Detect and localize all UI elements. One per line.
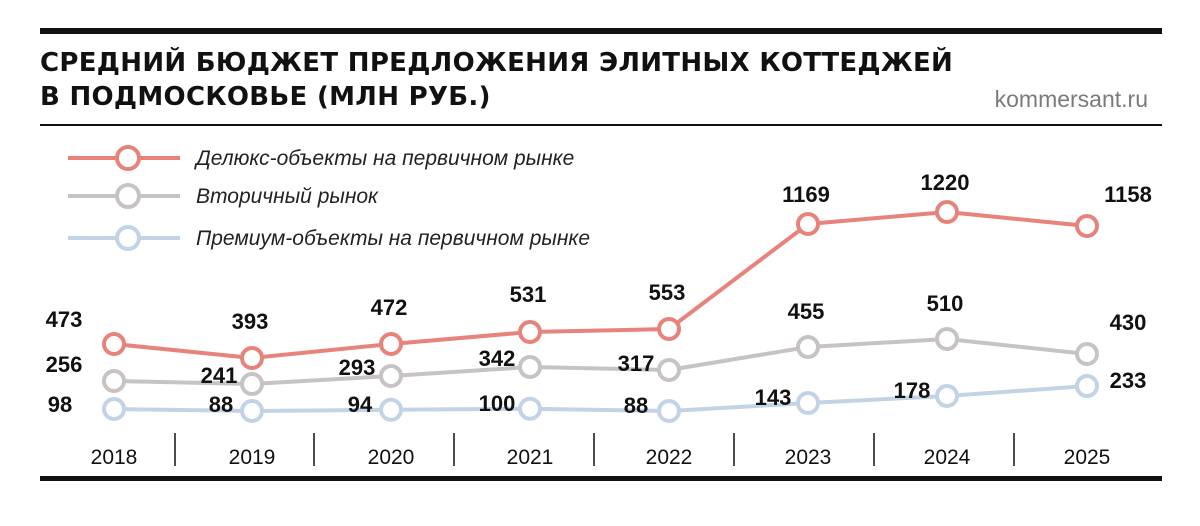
data-point: [935, 200, 959, 224]
title-line-1: СРЕДНИЙ БЮДЖЕТ ПРЕДЛОЖЕНИЯ ЭЛИТНЫХ КОТТЕ…: [40, 48, 954, 78]
data-label: 256: [46, 352, 83, 377]
data-point: [240, 399, 264, 423]
data-label: 1169: [782, 182, 830, 207]
data-point: [102, 397, 126, 421]
data-label: 553: [649, 280, 686, 305]
series-line: [113, 210, 1088, 360]
data-label: 178: [894, 378, 931, 403]
data-point: [240, 372, 264, 396]
x-axis: 2018 2019 2020 2021 2022 2023 2024 2025: [91, 433, 1111, 469]
data-point: [379, 397, 403, 422]
tick-label: 2020: [368, 446, 415, 469]
source-label: kommersant.ru: [994, 86, 1148, 112]
data-label: 143: [755, 385, 792, 410]
bottom-rule: [40, 476, 1162, 481]
top-rule: [40, 28, 1162, 34]
data-label: 88: [209, 392, 233, 417]
data-point: [102, 332, 126, 356]
chart-title: СРЕДНИЙ БЮДЖЕТ ПРЕДЛОЖЕНИЯ ЭЛИТНЫХ КОТТЕ…: [40, 46, 980, 114]
data-label: 510: [927, 291, 964, 316]
data-point: [935, 384, 959, 408]
data-label: 473: [46, 307, 83, 332]
series-line: [113, 384, 1088, 413]
data-label: 94: [348, 392, 373, 417]
tick-label: 2021: [507, 446, 554, 469]
data-label: 317: [618, 351, 655, 376]
legend-label: Премиум-объекты на первичном рынке: [196, 227, 590, 250]
legend-item: Делюкс-объекты на первичном рынке: [68, 145, 574, 171]
data-point: [240, 346, 264, 370]
data-point: [518, 396, 542, 421]
data-point: [796, 391, 820, 415]
data-label: 233: [1110, 368, 1147, 393]
series-line: [113, 337, 1088, 386]
series-1: [102, 327, 1099, 396]
legend-marker: [115, 145, 141, 171]
data-point: [1075, 342, 1099, 366]
data-label: 241: [201, 363, 238, 388]
data-point: [518, 320, 542, 344]
legend-item: Премиум-объекты на первичном рынке: [68, 225, 590, 251]
data-point: [796, 212, 820, 236]
tick-label: 2018: [91, 446, 138, 469]
data-point: [102, 369, 126, 393]
data-label: 1220: [921, 170, 970, 195]
legend-marker: [115, 225, 141, 251]
tick-label: 2023: [785, 446, 832, 469]
tick-label: 2025: [1064, 446, 1111, 469]
data-label: 342: [479, 346, 516, 371]
data-label: 293: [339, 355, 376, 380]
legend-item: Вторичный рынок: [68, 183, 379, 209]
legend-label: Вторичный рынок: [196, 185, 379, 208]
legend-marker: [115, 183, 141, 209]
data-point: [657, 317, 681, 341]
title-line-2: В ПОДМОСКОВЬЕ (МЛН РУБ.): [40, 82, 491, 112]
tick-label: 2022: [646, 446, 693, 469]
data-label: 98: [48, 392, 72, 417]
data-point: [657, 358, 681, 382]
series-2: [102, 374, 1099, 423]
data-label: 88: [624, 393, 648, 418]
data-label: 100: [479, 391, 516, 416]
data-label: 455: [788, 299, 825, 324]
data-label: 472: [371, 295, 408, 320]
data-point: [1075, 214, 1099, 238]
data-point: [935, 327, 959, 351]
legend-label: Делюкс-объекты на первичном рынке: [194, 147, 574, 170]
data-label: 531: [510, 282, 547, 307]
tick-label: 2024: [924, 446, 971, 469]
data-point: [657, 399, 681, 423]
data-label: 1158: [1104, 182, 1152, 207]
data-point: [796, 335, 820, 359]
data-label: 430: [1110, 310, 1147, 335]
series-0: [102, 200, 1099, 370]
data-point: [518, 355, 542, 379]
data-point: [1075, 374, 1099, 398]
header-rule: [40, 124, 1162, 126]
data-point: [379, 332, 403, 356]
tick-label: 2019: [229, 446, 276, 469]
data-label: 393: [232, 309, 269, 334]
data-point: [379, 364, 403, 388]
